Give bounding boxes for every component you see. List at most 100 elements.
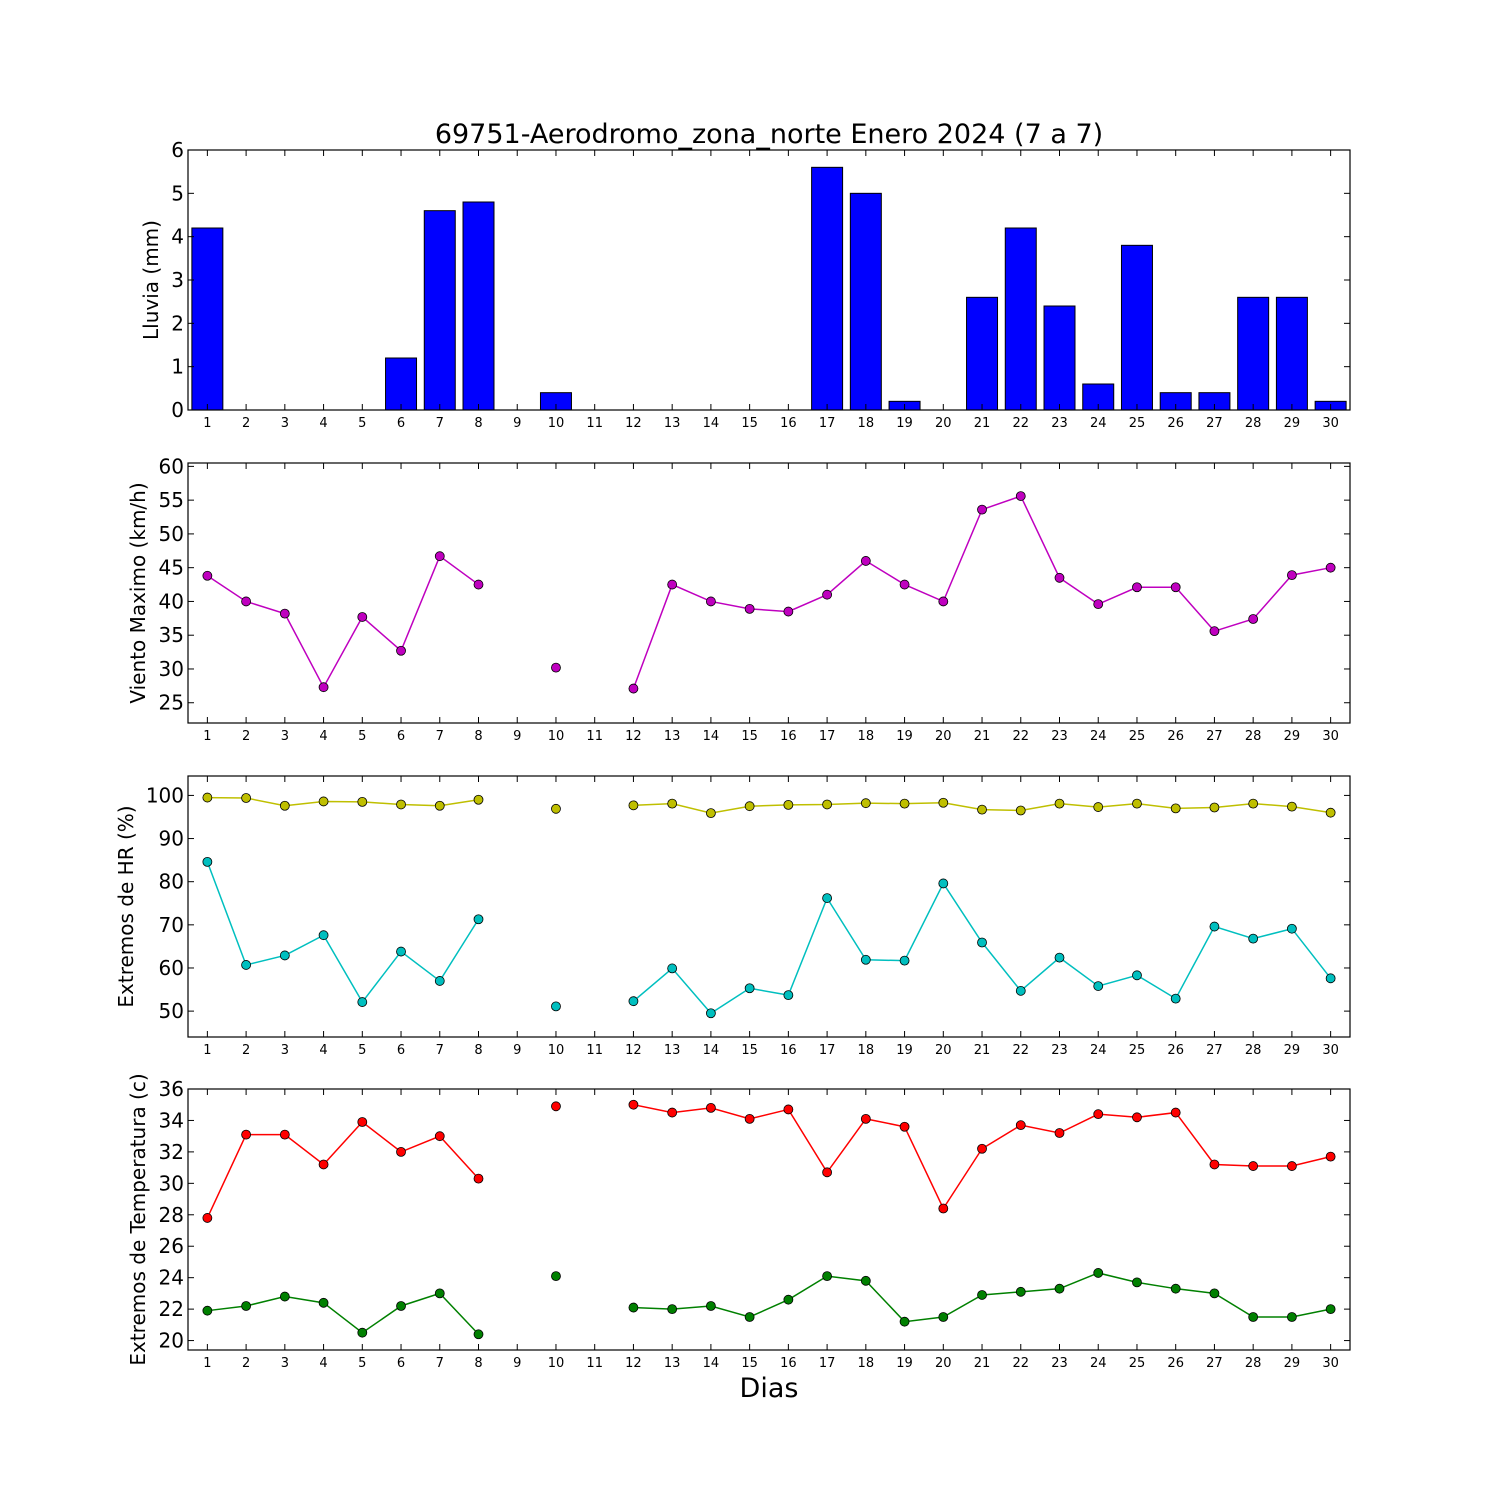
wind-panel-series-0-line bbox=[206, 555, 479, 689]
rain-panel: 1 2 3 4 5 6 7 8 9 10 11 12 13 14 15 16 17 18 19 20 21 22 23 24 2… bbox=[139, 138, 1351, 431]
humidity-panel-series-1-point-day-3 bbox=[279, 950, 290, 961]
humidity-panel-xtick-label: 8 bbox=[474, 1043, 482, 1058]
humidity-panel-series-1-point-day-2 bbox=[241, 960, 252, 970]
temperature-panel-series-1-point-day-1 bbox=[202, 1305, 213, 1316]
temperature-panel-series-0-point-day-30 bbox=[1325, 1151, 1336, 1162]
rain-bar-day-28 bbox=[1237, 296, 1270, 411]
temperature-panel-series-1-point-day-21 bbox=[977, 1290, 987, 1300]
rain-bar-day-21 bbox=[966, 296, 999, 411]
humidity-panel-xtick-label: 17 bbox=[819, 1043, 836, 1058]
temperature-panel-series-0-point-day-5 bbox=[357, 1117, 368, 1127]
rain-bar-day-22 bbox=[1004, 227, 1037, 411]
chart-title: 69751-Aerodromo_zona_norte Enero 2024 (7… bbox=[435, 119, 1103, 150]
wind-panel-series-0-point-day-29 bbox=[1287, 570, 1297, 580]
humidity-panel-series-0-point-day-2 bbox=[241, 793, 252, 803]
humidity-panel-series-1-point-day-10 bbox=[551, 1001, 561, 1012]
rain-bar-day-18 bbox=[849, 192, 882, 411]
humidity-panel-series-1-line bbox=[206, 861, 480, 1004]
temperature-panel-series-0-point-day-21 bbox=[977, 1143, 987, 1154]
wind-panel-xtick-label: 21 bbox=[974, 729, 991, 744]
temperature-panel-ytick-label: 20 bbox=[159, 1329, 184, 1353]
temperature-panel-series-1-point-day-26 bbox=[1170, 1283, 1181, 1294]
humidity-panel-ytick-label: 60 bbox=[159, 956, 184, 980]
temperature-panel-xtick-label: 4 bbox=[319, 1356, 327, 1371]
rain-panel-xtick-label: 16 bbox=[780, 416, 797, 431]
temperature-panel-xtick-label: 29 bbox=[1284, 1356, 1301, 1371]
rain-bar-day-25 bbox=[1120, 244, 1153, 411]
wind-panel-series-0-point-day-24 bbox=[1093, 599, 1104, 610]
wind-panel-xtick-label: 7 bbox=[436, 729, 444, 744]
wind-panel-xtick-label: 28 bbox=[1245, 729, 1262, 744]
temperature-panel-xtick-label: 30 bbox=[1322, 1356, 1339, 1371]
wind-panel-series-0-point-day-28 bbox=[1248, 614, 1259, 624]
wind-panel-series-0-point-day-2 bbox=[241, 596, 252, 607]
temperature-panel-series-0-point-day-27 bbox=[1209, 1159, 1220, 1170]
humidity-panel-xtick-label: 24 bbox=[1090, 1043, 1107, 1058]
temperature-panel-series-1-point-day-7 bbox=[434, 1288, 445, 1299]
temperature-panel-series-0-point-day-17 bbox=[822, 1167, 832, 1178]
wind-panel-series-0-point-day-12 bbox=[628, 683, 639, 694]
temperature-panel: 1 2 3 4 5 6 7 8 9 10 11 12 13 14 15 16 17 18 19 20 21 22 23 24 2… bbox=[126, 1073, 1351, 1371]
wind-panel-series-0-point-day-3 bbox=[279, 608, 290, 619]
temperature-panel-series-0-point-day-15 bbox=[744, 1113, 755, 1124]
humidity-panel-series-1-point-day-24 bbox=[1093, 981, 1104, 991]
temperature-panel-series-0-point-day-3 bbox=[279, 1129, 290, 1140]
rain-panel-ytick-label: 4 bbox=[171, 225, 184, 249]
humidity-panel-series-1-point-day-6 bbox=[396, 946, 406, 957]
rain-panel-xtick-label: 22 bbox=[1012, 416, 1029, 431]
temperature-panel-series-1-point-day-22 bbox=[1015, 1286, 1026, 1297]
humidity-panel-ytick-label: 70 bbox=[159, 913, 184, 937]
wind-panel-ytick-label: 55 bbox=[159, 488, 184, 512]
temperature-panel-series-1-point-day-19 bbox=[899, 1316, 910, 1327]
humidity-panel-series-0-point-day-5 bbox=[357, 796, 368, 807]
humidity-panel-series-0-point-day-28 bbox=[1248, 798, 1259, 809]
temperature-panel-xtick-label: 28 bbox=[1245, 1356, 1262, 1371]
wind-panel-xtick-label: 12 bbox=[625, 729, 642, 744]
humidity-panel-ytick-label: 50 bbox=[159, 999, 184, 1023]
rain-panel-xtick-label: 10 bbox=[548, 416, 565, 431]
wind-panel-frame bbox=[187, 462, 1351, 724]
rain-panel-frame bbox=[187, 149, 1351, 411]
humidity-panel-series-0-point-day-3 bbox=[279, 800, 290, 811]
rain-panel-xtick-label: 24 bbox=[1090, 416, 1107, 431]
humidity-panel-series-0-point-day-13 bbox=[667, 798, 678, 809]
humidity-panel-series-1-point-day-8 bbox=[473, 914, 484, 925]
humidity-panel-xtick-label: 15 bbox=[741, 1043, 758, 1058]
humidity-panel-series-0-point-day-24 bbox=[1093, 802, 1104, 812]
temperature-panel-series-0-point-day-26 bbox=[1170, 1107, 1181, 1118]
temperature-panel-series-0-point-day-24 bbox=[1093, 1109, 1104, 1120]
rain-panel-ytick-label: 1 bbox=[171, 355, 184, 379]
temperature-panel-xtick-label: 8 bbox=[474, 1356, 482, 1371]
temperature-panel-series-0-point-day-23 bbox=[1054, 1128, 1065, 1138]
humidity-panel-series-0-point-day-14 bbox=[706, 808, 716, 818]
wind-panel-series-0-point-day-15 bbox=[744, 603, 755, 614]
wind-panel-xtick-label: 9 bbox=[513, 729, 521, 744]
temperature-panel-series-1-point-day-15 bbox=[744, 1312, 755, 1322]
temperature-panel-series-0-point-day-29 bbox=[1287, 1161, 1297, 1171]
humidity-panel-series-1-point-day-23 bbox=[1054, 952, 1065, 963]
humidity-panel-series-1-point-day-4 bbox=[318, 930, 329, 941]
rain-panel-xtick-label: 21 bbox=[974, 416, 991, 431]
temperature-panel-series-0-point-day-2 bbox=[241, 1129, 252, 1140]
rain-panel-ytick-label: 2 bbox=[171, 311, 184, 335]
humidity-panel-xtick-label: 30 bbox=[1322, 1043, 1339, 1058]
wind-panel-xtick-label: 27 bbox=[1206, 729, 1223, 744]
temperature-panel-frame bbox=[187, 1088, 1351, 1351]
rain-panel-xtick-label: 28 bbox=[1245, 416, 1262, 431]
rain-panel-xtick-label: 14 bbox=[703, 416, 720, 431]
temperature-panel-series-1-point-day-20 bbox=[938, 1312, 949, 1322]
humidity-panel-series-1-point-day-26 bbox=[1170, 993, 1181, 1004]
humidity-panel-xtick-label: 23 bbox=[1051, 1043, 1068, 1058]
wind-panel-xtick-label: 10 bbox=[548, 729, 565, 744]
humidity-panel-series-0-point-day-23 bbox=[1054, 798, 1065, 809]
temperature-panel-series-1-line bbox=[207, 1292, 480, 1335]
humidity-panel-xtick-label: 12 bbox=[625, 1043, 642, 1058]
humidity-panel-series-1-point-day-1 bbox=[202, 856, 213, 867]
temperature-panel-xtick-label: 12 bbox=[625, 1356, 642, 1371]
humidity-panel-xtick-label: 18 bbox=[858, 1043, 875, 1058]
wind-panel-series-0-line bbox=[632, 495, 1331, 689]
wind-panel-ytick-label: 25 bbox=[159, 691, 184, 715]
wind-panel-series-0-point-day-21 bbox=[977, 504, 987, 515]
temperature-panel-series-0-point-day-19 bbox=[899, 1121, 910, 1132]
humidity-panel-series-0-point-day-22 bbox=[1015, 805, 1026, 816]
